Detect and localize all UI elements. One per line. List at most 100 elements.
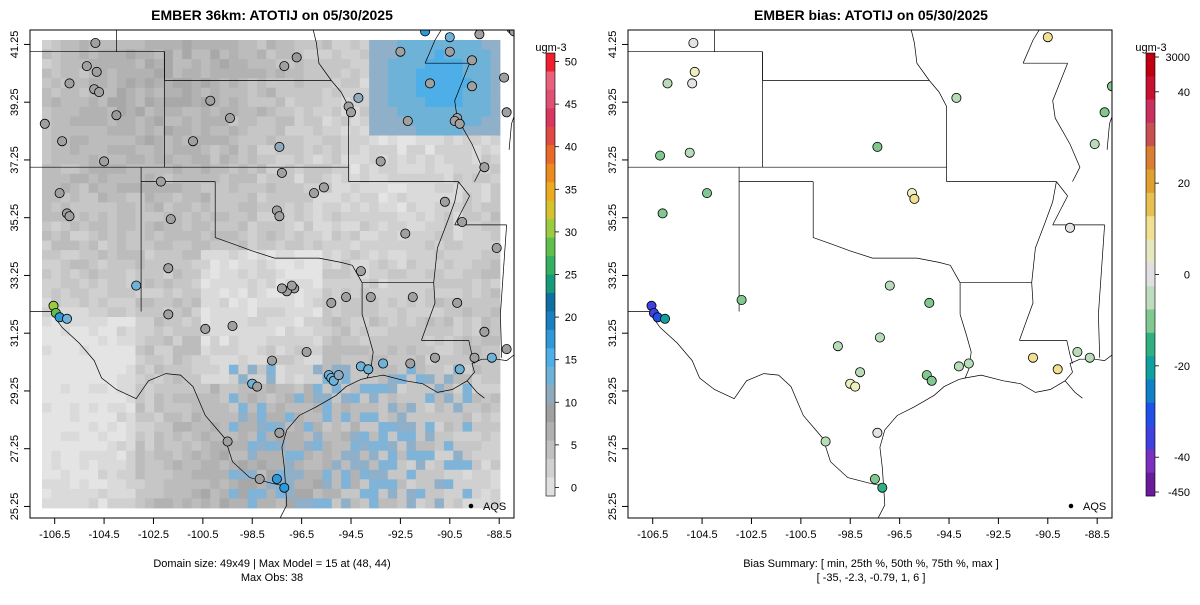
model-grid-cell (154, 49, 164, 60)
model-grid-cell (313, 164, 323, 175)
model-grid-cell (191, 250, 202, 261)
model-grid-cell (443, 393, 454, 404)
model-grid-cell (182, 202, 192, 213)
model-grid-cell (135, 221, 146, 232)
model-grid-cell (98, 278, 108, 289)
model-grid-cell (135, 393, 146, 404)
model-grid-cell (453, 211, 464, 222)
model-grid-cell (313, 192, 323, 203)
model-grid-cell (285, 316, 295, 327)
model-grid-cell (219, 278, 230, 289)
model-grid-cell (51, 345, 62, 356)
model-grid-cell (200, 383, 211, 394)
model-grid-cell (443, 250, 454, 261)
model-grid-cell (60, 192, 71, 203)
model-grid-cell (266, 288, 277, 299)
model-grid-cell (256, 460, 267, 471)
model-grid-cell (98, 240, 108, 251)
model-grid-cell (210, 240, 220, 251)
model-grid-cell (415, 383, 426, 394)
x-tick-label: -92.5 (986, 529, 1011, 541)
model-grid-cell (154, 393, 164, 404)
model-grid-cell (331, 250, 342, 261)
model-grid-cell (88, 240, 99, 251)
model-grid-cell (116, 250, 127, 261)
model-grid-cell (359, 125, 370, 136)
model-grid-cell (88, 250, 99, 261)
model-grid-cell (228, 307, 239, 318)
model-grid-cell (88, 374, 99, 385)
model-grid-cell (70, 269, 80, 280)
model-grid-cell (406, 240, 417, 251)
model-grid-cell (387, 211, 398, 222)
model-grid-cell (116, 183, 127, 194)
model-grid-cell (51, 145, 62, 156)
colorbar-segment (546, 200, 555, 220)
model-grid-cell (247, 383, 258, 394)
model-grid-cell (191, 479, 202, 490)
right-footer-line1: Bias Summary: [ min, 25th %, 50th %, 75t… (743, 558, 999, 570)
model-grid-cell (406, 431, 417, 442)
model-grid-cell (331, 231, 342, 241)
model-grid-cell (154, 364, 164, 375)
model-grid-cell (210, 59, 220, 70)
model-grid-cell (294, 393, 305, 404)
model-grid-cell (266, 316, 277, 327)
model-grid-cell (144, 488, 155, 499)
model-grid-cell (135, 154, 146, 165)
model-grid-cell (256, 288, 267, 299)
model-grid-cell (285, 183, 295, 194)
model-grid-cell (88, 135, 99, 146)
model-grid-cell (359, 173, 370, 184)
model-grid-cell (107, 336, 118, 347)
model-grid-cell (126, 422, 136, 432)
model-grid-cell (126, 221, 136, 232)
model-grid-cell (182, 68, 192, 79)
model-grid-cell (453, 250, 464, 261)
model-grid-cell (154, 278, 164, 289)
model-grid-cell (88, 211, 99, 222)
model-grid-cell (238, 498, 249, 509)
model-grid-cell (135, 479, 146, 490)
model-grid-cell (247, 336, 258, 347)
model-grid-cell (322, 221, 333, 232)
model-grid-cell (256, 116, 267, 127)
right-colorbar-units: ugm-3 (1135, 42, 1166, 54)
model-grid-cell (322, 106, 333, 117)
model-grid-cell (359, 164, 370, 175)
aqs-station-marker (365, 292, 376, 303)
model-grid-cell (443, 240, 454, 251)
model-grid-cell (341, 316, 351, 327)
model-grid-cell (154, 231, 164, 241)
model-grid-cell (443, 183, 454, 194)
model-grid-cell (228, 87, 239, 98)
state-boundary (215, 237, 353, 266)
model-grid-cell (210, 412, 220, 423)
model-grid-cell (266, 40, 277, 50)
model-grid-cell (378, 269, 389, 280)
model-grid-cell (481, 49, 492, 60)
model-grid-cell (313, 250, 323, 261)
model-grid-cell (79, 164, 90, 175)
model-grid-cell (481, 269, 492, 280)
model-grid-cell (135, 97, 146, 108)
model-grid-cell (247, 59, 258, 70)
model-grid-cell (285, 412, 295, 423)
model-grid-cell (228, 221, 239, 232)
model-grid-cell (387, 450, 398, 461)
model-grid-cell (144, 40, 155, 50)
model-grid-cell (378, 364, 389, 375)
model-grid-cell (98, 211, 108, 222)
model-grid-cell (247, 364, 258, 375)
model-grid-cell (481, 173, 492, 184)
model-grid-cell (303, 183, 314, 194)
model-grid-cell (116, 125, 127, 136)
model-grid-cell (200, 135, 211, 146)
model-grid-cell (453, 183, 464, 194)
model-grid-cell (163, 192, 174, 203)
colorbar-segment (546, 126, 555, 146)
aqs-station-marker (131, 280, 142, 291)
x-tick-label: -96.5 (887, 529, 912, 541)
aqs-station-marker (252, 381, 263, 392)
model-grid-cell (228, 297, 239, 308)
